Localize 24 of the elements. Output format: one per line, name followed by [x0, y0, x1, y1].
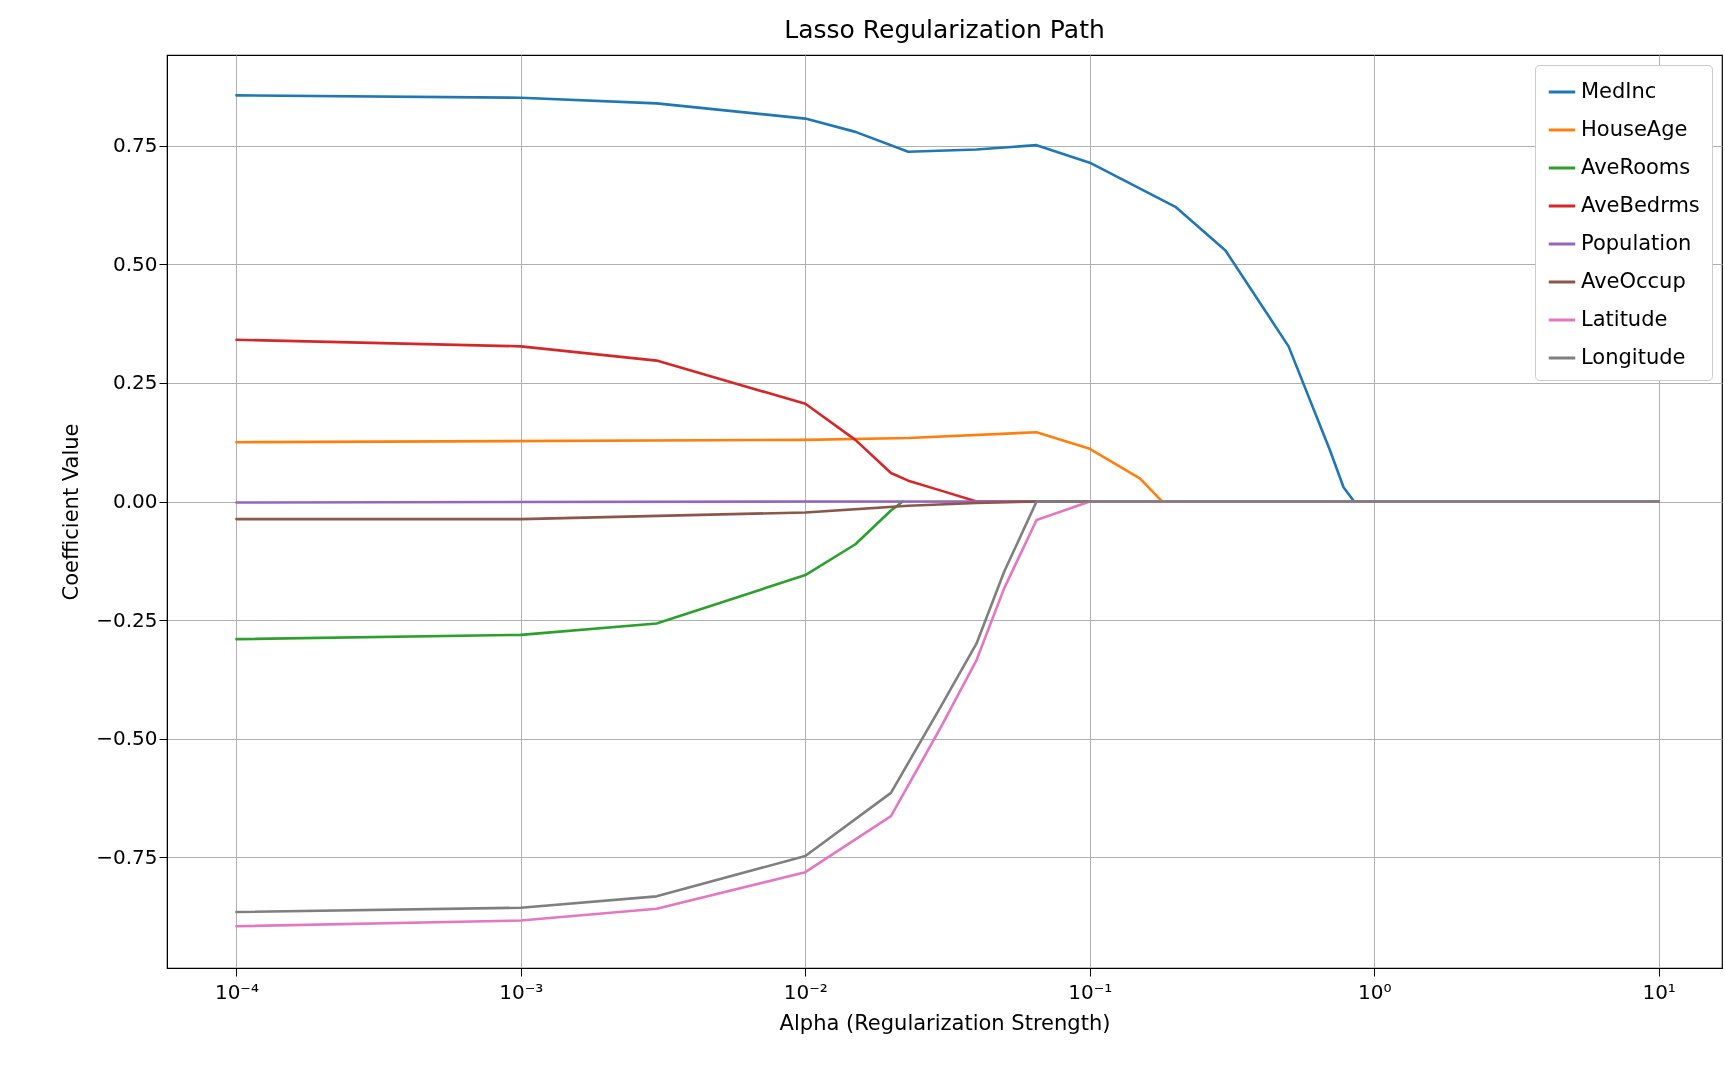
x-tick-label: 10¹	[1642, 979, 1676, 1004]
legend-label: Latitude	[1581, 307, 1668, 331]
legend-label: AveOccup	[1581, 269, 1686, 293]
chart-title: Lasso Regularization Path	[784, 15, 1105, 44]
y-tick-label: 0.50	[112, 251, 158, 276]
y-tick-label: −0.25	[96, 607, 158, 632]
x-axis-title: Alpha (Regularization Strength)	[779, 1010, 1111, 1035]
y-axis-title: Coefficient Value	[59, 423, 84, 601]
y-tick-label: 0.25	[112, 370, 158, 395]
x-tick-label: 10⁰	[1357, 979, 1392, 1004]
y-tick-label: 0.00	[112, 489, 158, 514]
x-tick-label: 10⁻⁴	[214, 979, 259, 1004]
legend-label: Population	[1581, 231, 1692, 255]
legend-label: Longitude	[1581, 345, 1686, 369]
x-tick-label: 10⁻²	[783, 979, 828, 1004]
legend-label: AveRooms	[1581, 155, 1691, 179]
x-tick-label: 10⁻³	[499, 979, 544, 1004]
legend-label: AveBedrms	[1581, 193, 1700, 217]
y-tick-label: −0.50	[96, 726, 158, 751]
x-tick-label: 10⁻¹	[1068, 979, 1113, 1004]
y-tick-label: 0.75	[112, 133, 158, 158]
legend-label: HouseAge	[1581, 117, 1688, 141]
y-tick-label: −0.75	[96, 844, 158, 869]
legend-label: MedInc	[1581, 79, 1657, 103]
